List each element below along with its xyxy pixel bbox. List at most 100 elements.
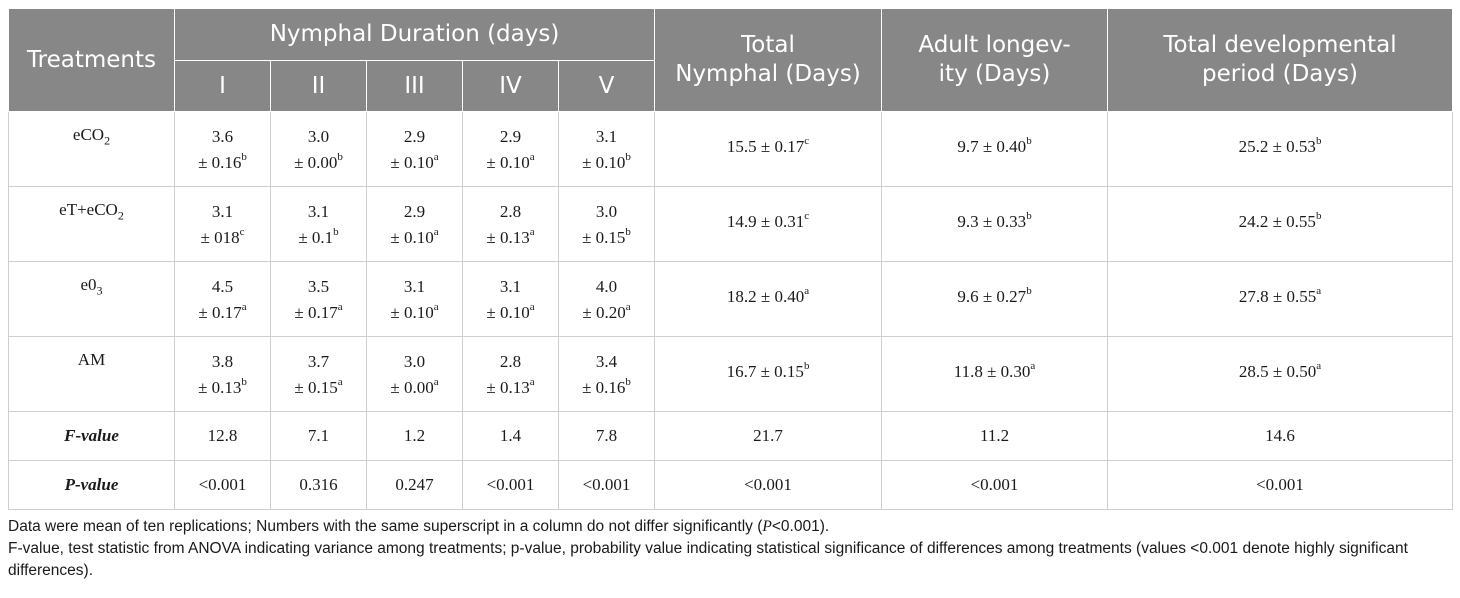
stats-value: <0.001 — [174, 460, 271, 510]
cell-superscript: a — [529, 376, 535, 389]
instar-cell: 3.0 ± 0.00a — [366, 336, 463, 412]
cell-sd: ± 0.10a — [367, 150, 462, 176]
cell-sd-value: ± 0.10 — [486, 153, 530, 172]
treatment-subscript: 2 — [104, 133, 111, 148]
cell-value: 16.7 ± 0.15 — [726, 362, 804, 381]
cell-superscript: b — [803, 360, 810, 373]
table-row: eT+eCO2 3.1 ± 018c 3.1 ± 0.1b 2.9 ± 0.10a 2.8 ± … — [8, 186, 1454, 262]
cell-superscript: a — [625, 301, 631, 314]
stats-value: 7.1 — [270, 411, 367, 461]
instar-cell: 3.4 ± 0.16b — [557, 336, 656, 412]
table-footnotes: Data were mean of ten replications; Numb… — [8, 516, 1452, 582]
stats-value: <0.001 — [881, 460, 1109, 510]
cell-sd: ± 0.15a — [271, 375, 366, 401]
cell-superscript: a — [337, 376, 343, 389]
cell-sd-value: ± 0.16 — [198, 153, 242, 172]
cell-sd-value: ± 0.10 — [582, 153, 626, 172]
cell-mean: 4.5 — [211, 277, 234, 296]
adult-longevity-cell: 9.6 ± 0.27b — [881, 261, 1109, 337]
cell-sd: ± 0.16b — [559, 375, 654, 401]
cell-value: 14.9 ± 0.31 — [726, 212, 805, 231]
stats-value: 1.2 — [366, 411, 463, 461]
table-row: AM 3.8 ± 0.13b 3.7 ± 0.15a 3.0 ± 0.00a 2.8 ± 0.1… — [8, 336, 1454, 412]
treatment-name: AM — [8, 336, 175, 412]
stats-label: P-value — [8, 460, 175, 510]
header-adult-longevity-line1: Adult longev- — [918, 32, 1071, 58]
cell-superscript: a — [804, 285, 810, 298]
cell-value: 9.3 ± 0.33 — [957, 212, 1027, 231]
cell-sd: ± 0.17a — [175, 300, 270, 326]
header-instar-iii: III — [366, 60, 463, 112]
stats-value: 11.2 — [881, 411, 1109, 461]
results-table: Treatments Nymphal Duration (days) Total… — [8, 8, 1454, 510]
cell-mean: 2.8 — [499, 352, 522, 371]
instar-cell: 3.8 ± 0.13b — [174, 336, 271, 412]
cell-sd: ± 0.20a — [559, 300, 654, 326]
cell-superscript: a — [529, 226, 535, 239]
stats-value: 7.8 — [557, 411, 656, 461]
cell-superscript: a — [433, 376, 439, 389]
cell-value: 28.5 ± 0.50 — [1238, 362, 1317, 381]
table-body: eCO2 3.6 ± 0.16b 3.0 ± 0.00b 2.9 ± 0.10a 2.9 ± 0… — [8, 111, 1454, 510]
stats-value: 14.6 — [1107, 411, 1454, 461]
instar-cell: 2.9 ± 0.10a — [366, 111, 463, 187]
cell-superscript: a — [1316, 360, 1322, 373]
footnote-1-text: Data were mean of ten replications; Numb… — [8, 518, 763, 535]
cell-sd: ± 0.00b — [271, 150, 366, 176]
cell-mean: 3.6 — [211, 127, 234, 146]
cell-sd-value: ± 018 — [200, 228, 240, 247]
table-row: eCO2 3.6 ± 0.16b 3.0 ± 0.00b 2.9 ± 0.10a 2.9 ± 0… — [8, 111, 1454, 187]
header-total-nymphal: Total Nymphal (Days) — [654, 8, 883, 112]
instar-cell: 3.0 ± 0.00b — [270, 111, 367, 187]
cell-superscript: b — [1315, 210, 1322, 223]
instar-cell: 4.5 ± 0.17a — [174, 261, 271, 337]
header-total-nymphal-line1: Total — [741, 32, 795, 58]
footnote-1-end: <0.001). — [771, 518, 830, 535]
treatment-name: eT+eCO2 — [8, 186, 175, 262]
cell-sd: ± 018c — [175, 225, 270, 251]
stats-value: <0.001 — [462, 460, 559, 510]
cell-value: 11.8 ± 0.30 — [953, 362, 1031, 381]
instar-cell: 3.0 ± 0.15b — [557, 186, 656, 262]
cell-sd-value: ± 0.17 — [198, 303, 242, 322]
treatment-subscript: 3 — [96, 283, 103, 298]
cell-sd-value: ± 0.15 — [582, 228, 626, 247]
cell-mean: 2.9 — [403, 202, 426, 221]
total-dev-cell: 25.2 ± 0.53b — [1107, 111, 1454, 187]
treatment-label: eCO — [72, 125, 105, 144]
instar-cell: 2.8 ± 0.13a — [462, 186, 559, 262]
cell-sd-value: ± 0.00 — [390, 378, 434, 397]
instar-cell: 2.9 ± 0.10a — [462, 111, 559, 187]
cell-mean: 3.4 — [595, 352, 618, 371]
cell-superscript: a — [529, 301, 535, 314]
cell-sd: ± 0.17a — [271, 300, 366, 326]
cell-superscript: a — [529, 151, 535, 164]
header-instar-ii: II — [270, 60, 367, 112]
cell-superscript: a — [337, 301, 343, 314]
cell-value: 9.7 ± 0.40 — [957, 137, 1027, 156]
cell-value: 18.2 ± 0.40 — [726, 287, 805, 306]
header-nymphal-duration: Nymphal Duration (days) — [173, 8, 656, 61]
header-total-dev-line1: Total developmental — [1163, 32, 1397, 58]
cell-sd: ± 0.10a — [463, 300, 558, 326]
header-adult-longevity-line2: ity (Days) — [938, 61, 1051, 87]
stats-value: <0.001 — [1107, 460, 1454, 510]
cell-sd: ± 0.13a — [463, 375, 558, 401]
cell-superscript: b — [1026, 210, 1032, 223]
header-adult-longevity: Adult longev- ity (Days) — [881, 8, 1109, 112]
header-instar-i: I — [174, 60, 271, 112]
cell-sd: ± 0.13a — [463, 225, 558, 251]
cell-mean: 3.1 — [211, 202, 234, 221]
total-nymphal-cell: 14.9 ± 0.31c — [654, 186, 883, 262]
treatment-name: eCO2 — [8, 111, 175, 187]
total-nymphal-cell: 15.5 ± 0.17c — [654, 111, 883, 187]
cell-superscript: b — [1026, 285, 1032, 298]
cell-sd: ± 0.1b — [271, 225, 366, 251]
total-nymphal-cell: 16.7 ± 0.15b — [654, 336, 883, 412]
stats-value: 0.247 — [366, 460, 463, 510]
header-total-nymphal-line2: Nymphal (Days) — [675, 61, 861, 87]
treatment-subscript: 2 — [117, 208, 124, 223]
stats-value: 21.7 — [654, 411, 883, 461]
cell-sd: ± 0.10b — [559, 150, 654, 176]
table-row: e03 4.5 ± 0.17a 3.5 ± 0.17a 3.1 ± 0.10a 3.1 ± 0.… — [8, 261, 1454, 337]
